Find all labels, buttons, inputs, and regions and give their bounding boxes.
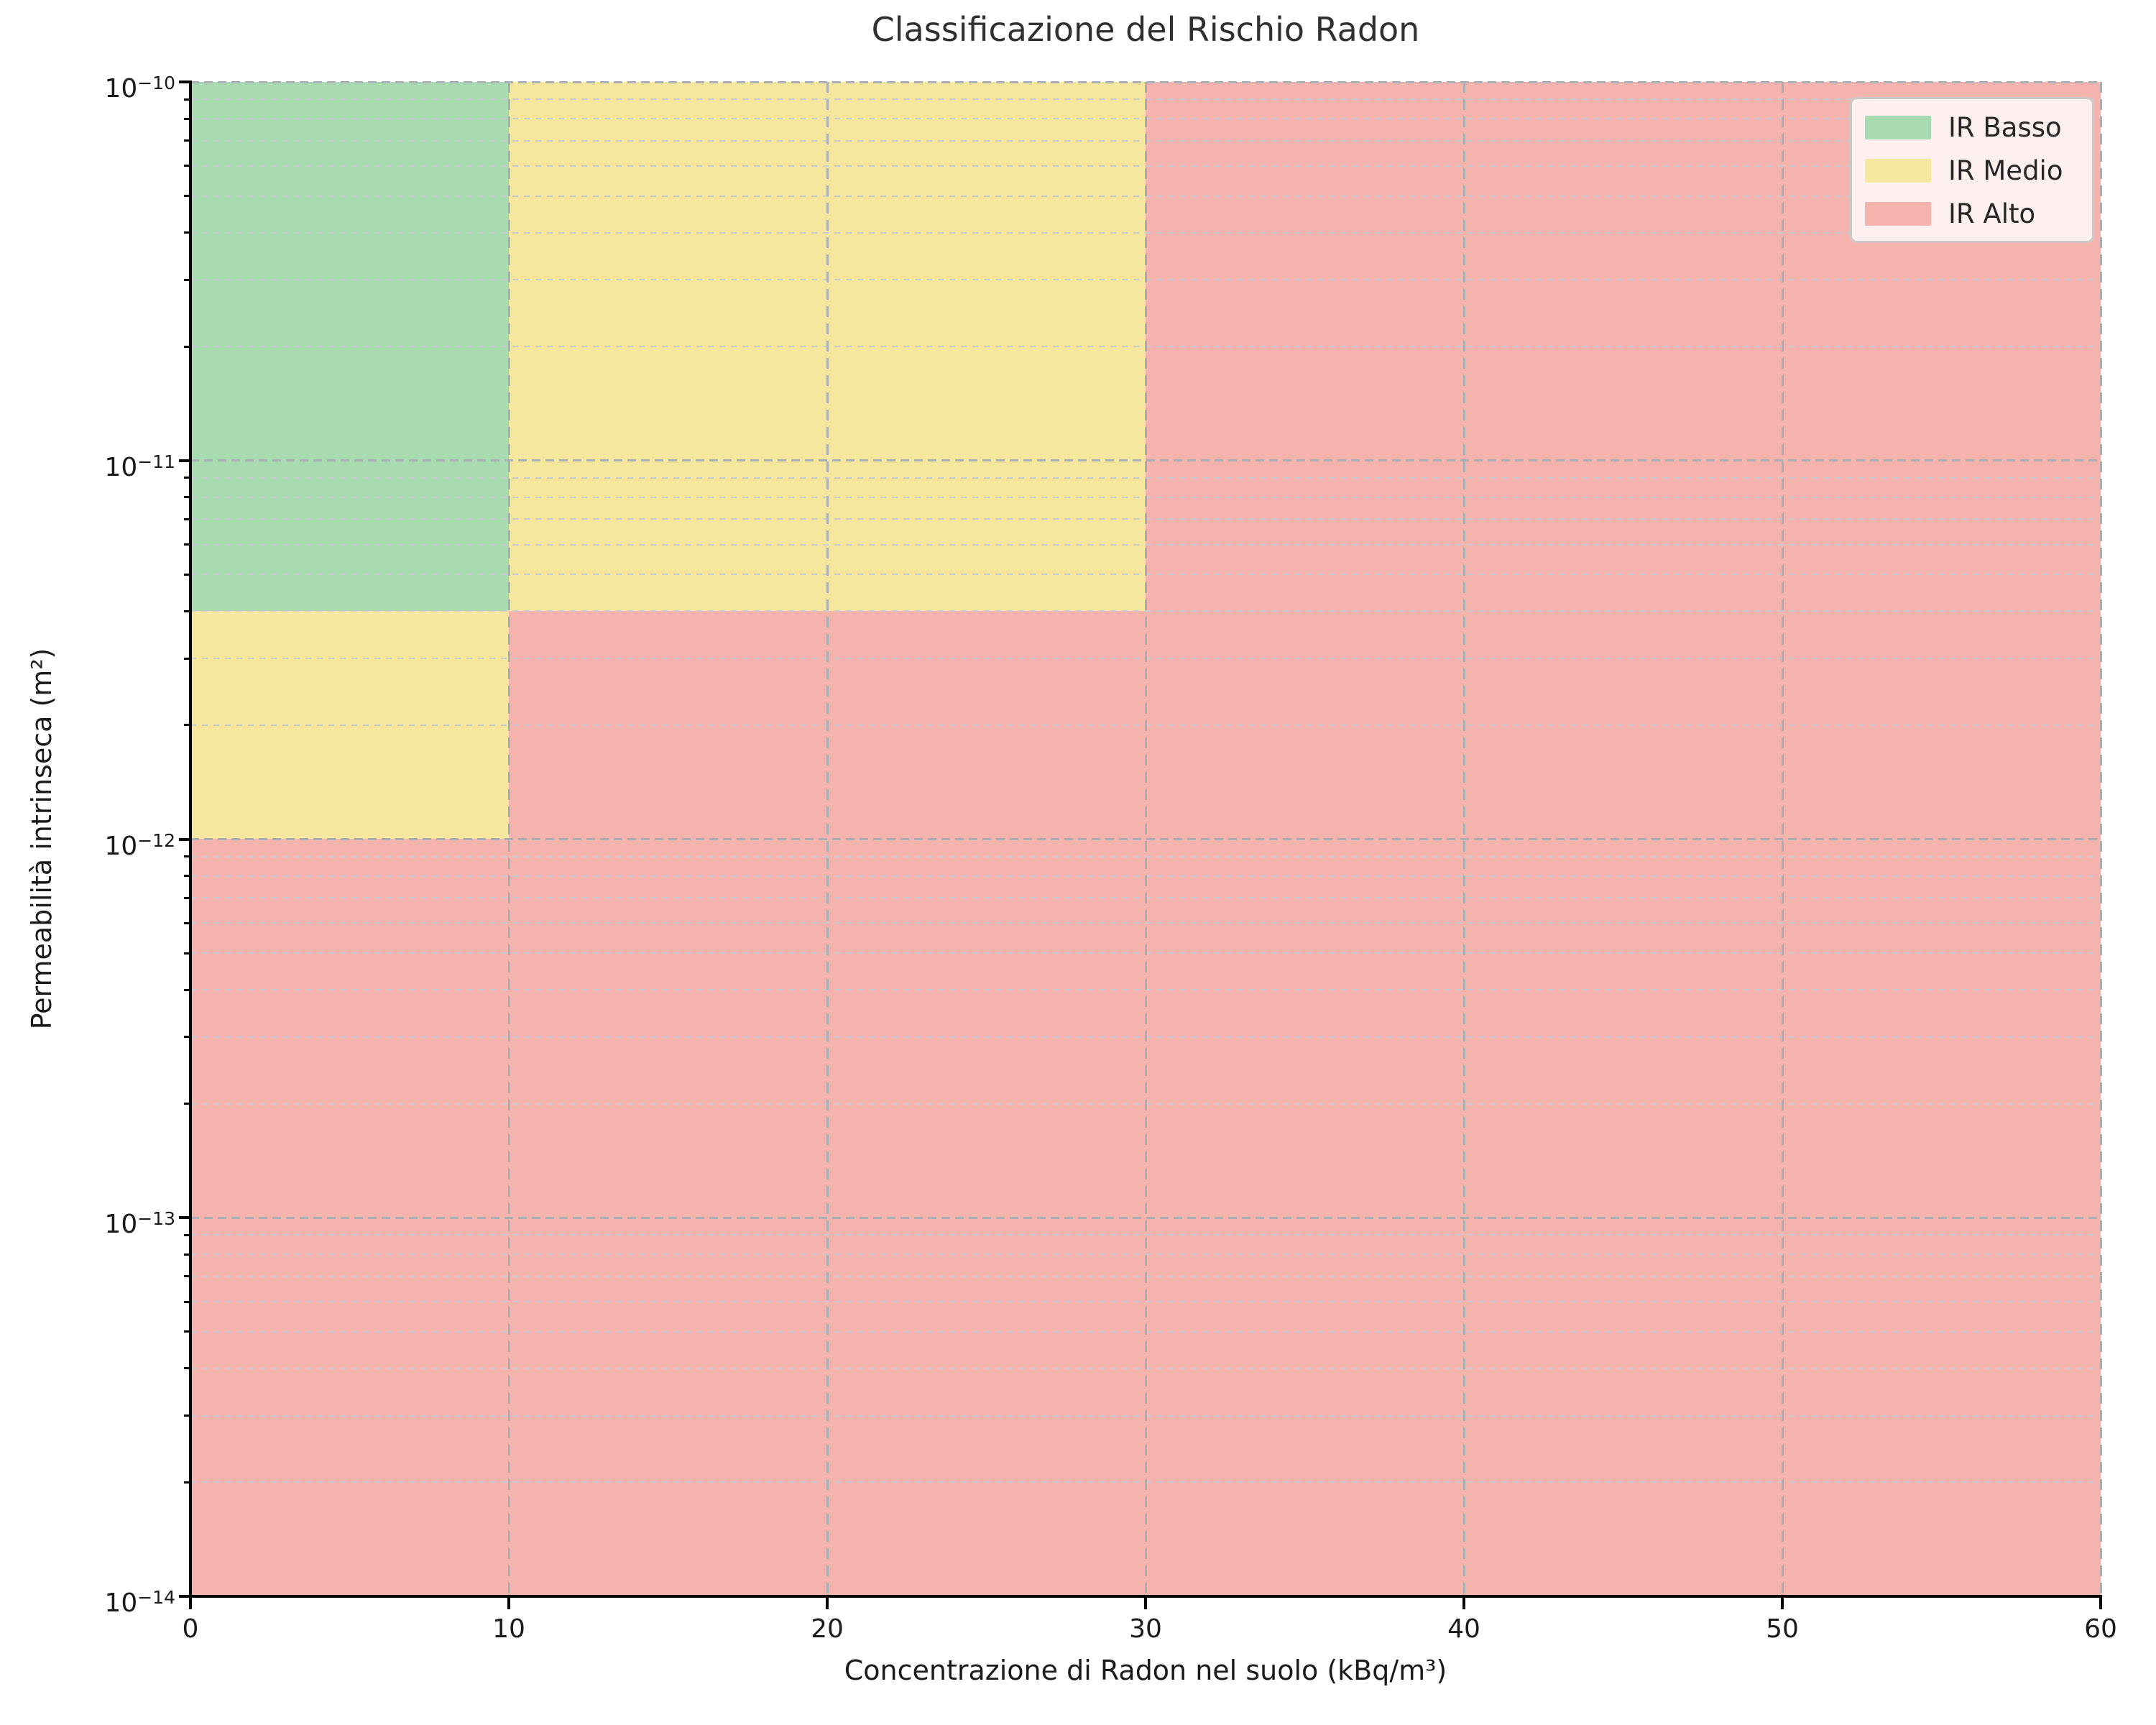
y-minor-tick bbox=[184, 610, 190, 612]
y-minor-tick bbox=[184, 988, 190, 991]
y-tick-label: 10−11 bbox=[104, 451, 175, 482]
y-major-tick bbox=[179, 80, 190, 83]
y-minor-tick bbox=[184, 1330, 190, 1333]
x-tick-label: 0 bbox=[182, 1614, 199, 1644]
y-minor-tick bbox=[184, 139, 190, 142]
y-minor-tick bbox=[184, 1414, 190, 1417]
gridline-x-major bbox=[507, 82, 510, 1596]
y-minor-tick bbox=[184, 278, 190, 281]
y-minor-tick bbox=[184, 921, 190, 924]
x-major-tick bbox=[826, 1598, 829, 1609]
y-minor-tick bbox=[184, 496, 190, 499]
y-minor-tick bbox=[184, 231, 190, 234]
y-minor-tick bbox=[184, 1103, 190, 1105]
legend-label-alto: IR Alto bbox=[1948, 198, 2036, 229]
y-minor-tick bbox=[184, 1367, 190, 1370]
gridline-x-major bbox=[2099, 82, 2102, 1596]
x-axis-spine bbox=[189, 1595, 2102, 1598]
gridline-x-major bbox=[1462, 82, 1465, 1596]
x-tick-label: 20 bbox=[811, 1614, 844, 1644]
y-minor-tick bbox=[184, 1253, 190, 1256]
x-major-tick bbox=[2099, 1598, 2102, 1609]
legend-label-basso: IR Basso bbox=[1948, 112, 2062, 143]
y-minor-tick bbox=[184, 117, 190, 120]
x-tick-label: 40 bbox=[1447, 1614, 1480, 1644]
y-minor-tick bbox=[184, 724, 190, 727]
legend-swatch-medio bbox=[1865, 159, 1931, 183]
gridline-x-major bbox=[826, 82, 829, 1596]
x-major-tick bbox=[507, 1598, 510, 1609]
y-minor-tick bbox=[184, 657, 190, 660]
y-minor-tick bbox=[184, 345, 190, 348]
x-tick-label: 30 bbox=[1129, 1614, 1162, 1644]
x-major-tick bbox=[189, 1598, 192, 1609]
gridline-x-major bbox=[1144, 82, 1147, 1596]
x-axis-label: Concentrazione di Radon nel suolo (kBq/m… bbox=[844, 1655, 1447, 1686]
y-minor-tick bbox=[184, 518, 190, 520]
legend-label-medio: IR Medio bbox=[1948, 155, 2063, 186]
y-major-tick bbox=[179, 459, 190, 462]
x-major-tick bbox=[1144, 1598, 1147, 1609]
legend-item-basso: IR Basso bbox=[1865, 112, 2079, 143]
x-tick-label: 50 bbox=[1766, 1614, 1799, 1644]
y-minor-tick bbox=[184, 543, 190, 546]
legend: IR Basso IR Medio IR Alto bbox=[1850, 97, 2094, 243]
y-minor-tick bbox=[184, 98, 190, 101]
y-minor-tick bbox=[184, 195, 190, 198]
x-major-tick bbox=[1462, 1598, 1465, 1609]
y-minor-tick bbox=[184, 875, 190, 878]
y-axis-spine bbox=[189, 80, 192, 1598]
y-minor-tick bbox=[184, 1275, 190, 1278]
y-major-tick bbox=[179, 1595, 190, 1598]
x-major-tick bbox=[1781, 1598, 1784, 1609]
legend-item-alto: IR Alto bbox=[1865, 198, 2079, 229]
y-tick-label: 10−14 bbox=[104, 1587, 175, 1618]
chart-title: Classificazione del Rischio Radon bbox=[871, 10, 1420, 49]
y-tick-label: 10−13 bbox=[104, 1208, 175, 1239]
y-minor-tick bbox=[184, 896, 190, 899]
y-minor-tick bbox=[184, 573, 190, 576]
y-minor-tick bbox=[184, 952, 190, 954]
legend-item-medio: IR Medio bbox=[1865, 155, 2079, 186]
y-axis-label: Permeabilità intrinseca (m²) bbox=[26, 648, 57, 1030]
x-tick-label: 60 bbox=[2084, 1614, 2117, 1644]
y-minor-tick bbox=[184, 1300, 190, 1303]
y-major-tick bbox=[179, 1216, 190, 1220]
y-minor-tick bbox=[184, 1233, 190, 1236]
y-minor-tick bbox=[184, 477, 190, 479]
legend-swatch-alto bbox=[1865, 202, 1931, 226]
gridline-x-major bbox=[1781, 82, 1784, 1596]
y-minor-tick bbox=[184, 1036, 190, 1039]
y-tick-label: 10−12 bbox=[104, 830, 175, 861]
legend-swatch-basso bbox=[1865, 116, 1931, 139]
y-major-tick bbox=[179, 837, 190, 841]
y-minor-tick bbox=[184, 165, 190, 167]
y-tick-label: 10−10 bbox=[104, 73, 175, 104]
y-minor-tick bbox=[184, 1481, 190, 1484]
y-minor-tick bbox=[184, 855, 190, 858]
x-tick-label: 10 bbox=[492, 1614, 525, 1644]
